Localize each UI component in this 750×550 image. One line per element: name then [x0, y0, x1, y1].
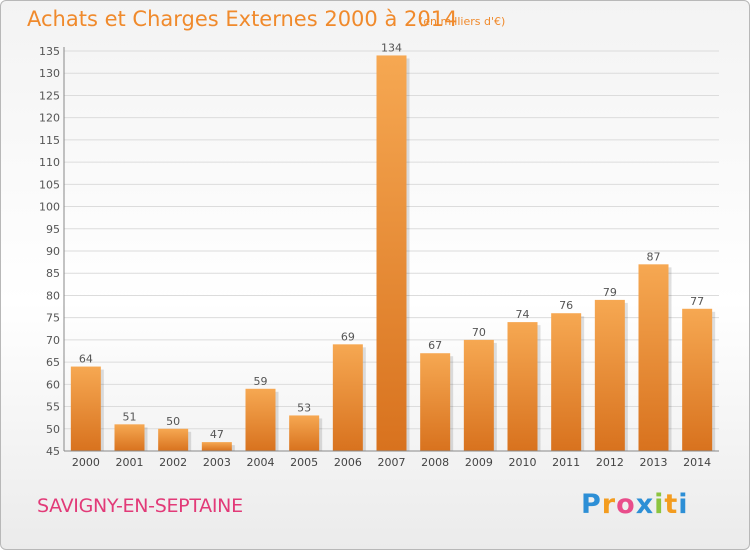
bar-2013	[638, 264, 669, 451]
bar-value-label: 67	[428, 339, 442, 352]
bar-value-label: 69	[341, 330, 355, 343]
x-tick-label: 2013	[640, 456, 668, 469]
x-tick-label: 2002	[159, 456, 187, 469]
bar-2005	[289, 415, 320, 451]
y-tick-label: 110	[39, 156, 60, 169]
bars: 64 51 50 47 59 53 69 134 67 70 74 76 79 87 77	[70, 41, 716, 451]
y-tick-label: 90	[46, 245, 60, 258]
chart-subtitle: (en milliers d'€)	[419, 15, 506, 28]
bar-2012	[594, 299, 625, 451]
logo-letter: x	[635, 489, 655, 520]
logo-letter: i	[678, 489, 689, 520]
x-tick-label: 2001	[116, 456, 144, 469]
y-tick-label: 135	[39, 45, 60, 58]
y-tick-label: 95	[46, 223, 60, 236]
bar-2004	[245, 388, 276, 451]
y-tick-label: 115	[39, 134, 60, 147]
y-tick-label: 105	[39, 178, 60, 191]
x-tick-label: 2000	[72, 456, 100, 469]
bar-value-label: 74	[516, 308, 530, 321]
bar-value-label: 53	[297, 401, 311, 414]
y-tick-label: 75	[46, 312, 60, 325]
axes: 45 50 55 60 65 70 75 80 85 90 95 100 105 110 115 120 125…	[39, 45, 719, 469]
y-tick-label: 60	[46, 378, 60, 391]
bar-value-label: 87	[647, 250, 661, 263]
x-tick-label: 2003	[203, 456, 231, 469]
y-tick-label: 130	[39, 67, 60, 80]
bar-2003	[201, 442, 232, 451]
bar-value-label: 64	[79, 353, 93, 366]
bar-value-label: 50	[166, 415, 180, 428]
y-tick-label: 80	[46, 289, 60, 302]
bar-2011	[551, 313, 582, 451]
bar-value-label: 77	[690, 295, 704, 308]
x-tick-label: 2007	[378, 456, 406, 469]
bar-2014	[682, 308, 713, 451]
bar-2007	[376, 55, 407, 451]
logo-letter: P	[581, 489, 602, 520]
bar-value-label: 47	[210, 428, 224, 441]
bar-2001	[114, 424, 145, 451]
y-tick-label: 70	[46, 334, 60, 347]
y-tick-label: 50	[46, 423, 60, 436]
bar-value-label: 79	[603, 286, 617, 299]
y-tick-label: 55	[46, 401, 60, 414]
bar-2006	[332, 344, 363, 451]
bar-value-label: 134	[381, 41, 402, 54]
bar-value-label: 51	[123, 410, 137, 423]
bar-2009	[463, 339, 494, 451]
chart-title: Achats et Charges Externes 2000 à 2014	[27, 7, 458, 31]
y-tick-label: 120	[39, 112, 60, 125]
x-tick-label: 2005	[290, 456, 318, 469]
x-tick-label: 2004	[247, 456, 275, 469]
y-tick-label: 65	[46, 356, 60, 369]
x-tick-label: 2012	[596, 456, 624, 469]
y-tick-label: 100	[39, 201, 60, 214]
y-tick-label: 45	[46, 445, 60, 458]
y-tick-label: 85	[46, 267, 60, 280]
x-tick-label: 2006	[334, 456, 362, 469]
bar-2008	[420, 353, 451, 451]
logo-letter: t	[664, 489, 679, 520]
x-tick-label: 2009	[465, 456, 493, 469]
x-tick-label: 2010	[509, 456, 537, 469]
commune-name: SAVIGNY-EN-SEPTAINE	[37, 495, 243, 517]
x-tick-label: 2014	[683, 456, 711, 469]
bar-value-label: 76	[559, 299, 573, 312]
x-tick-label: 2008	[421, 456, 449, 469]
proxiti-logo: Proxiti	[581, 489, 689, 520]
x-tick-label: 2011	[552, 456, 580, 469]
logo-letter: o	[616, 489, 636, 520]
bar-2010	[507, 322, 538, 451]
y-tick-label: 125	[39, 89, 60, 102]
bar-2000	[70, 366, 101, 451]
bar-2002	[158, 428, 189, 451]
bar-value-label: 70	[472, 326, 486, 339]
bar-value-label: 59	[254, 375, 268, 388]
logo-letter: r	[601, 489, 617, 520]
logo-letter: i	[654, 489, 665, 520]
